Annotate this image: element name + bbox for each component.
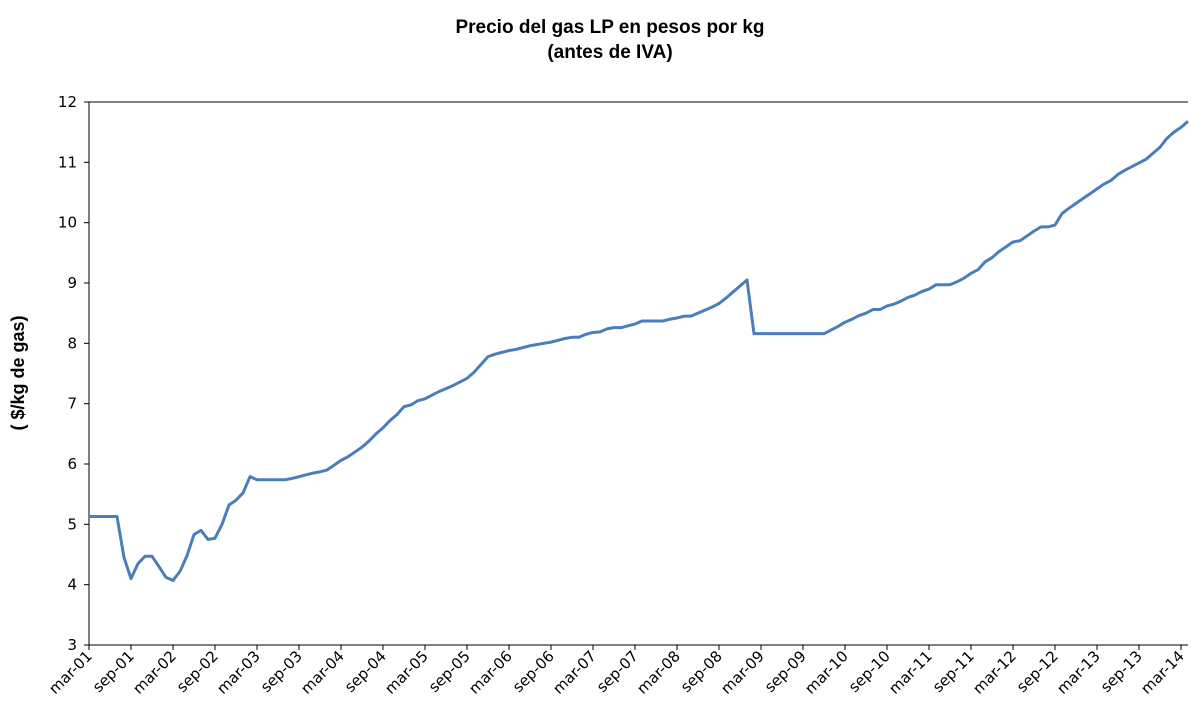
y-tick-label: 11 — [58, 153, 77, 171]
x-tick-label: mar-12 — [969, 647, 1020, 698]
x-tick-label: mar-04 — [297, 647, 348, 698]
x-tick-label: sep-02 — [173, 647, 222, 696]
y-tick-label: 3 — [67, 636, 77, 654]
y-tick-label: 5 — [67, 515, 77, 533]
y-tick-label: 7 — [67, 395, 77, 413]
chart-subtitle: (antes de IVA) — [547, 42, 672, 63]
y-tick-label: 10 — [58, 214, 77, 232]
x-tick-label: sep-11 — [929, 647, 978, 696]
x-tick-label: mar-13 — [1053, 647, 1104, 698]
x-tick-label: sep-10 — [845, 647, 894, 696]
y-tick-label: 12 — [58, 93, 77, 111]
x-tick-label: mar-09 — [717, 647, 768, 698]
y-tick-label: 9 — [67, 274, 77, 292]
y-tick-label: 8 — [67, 334, 77, 352]
chart-title: Precio del gas LP en pesos por kg — [455, 17, 764, 38]
x-tick-label: mar-08 — [633, 647, 684, 698]
x-tick-label: sep-09 — [761, 647, 810, 696]
x-tick-label: sep-13 — [1097, 647, 1146, 696]
y-tick-label: 6 — [67, 455, 77, 473]
x-tick-label: sep-08 — [677, 647, 726, 696]
x-tick-label: mar-02 — [129, 647, 180, 698]
x-tick-label: mar-03 — [213, 647, 264, 698]
y-tick-label: 4 — [67, 576, 77, 594]
x-tick-label: mar-06 — [465, 647, 516, 698]
x-tick-label: sep-05 — [425, 647, 474, 696]
x-tick-label: mar-10 — [801, 647, 852, 698]
x-tick-label: mar-07 — [549, 647, 600, 698]
x-tick-label: sep-04 — [341, 647, 390, 696]
x-tick-label: sep-07 — [593, 647, 642, 696]
x-tick-label: sep-06 — [509, 647, 558, 696]
x-tick-label: sep-12 — [1013, 647, 1062, 696]
x-tick-label: sep-01 — [89, 647, 138, 696]
data-line — [89, 120, 1189, 582]
x-tick-label: mar-14 — [1137, 647, 1188, 698]
x-tick-label: mar-11 — [885, 647, 936, 698]
y-axis-label: ( $/kg de gas) — [8, 315, 28, 430]
x-tick-label: mar-05 — [381, 647, 432, 698]
x-tick-label: sep-03 — [257, 647, 306, 696]
x-tick-label: mar-01 — [45, 647, 96, 698]
